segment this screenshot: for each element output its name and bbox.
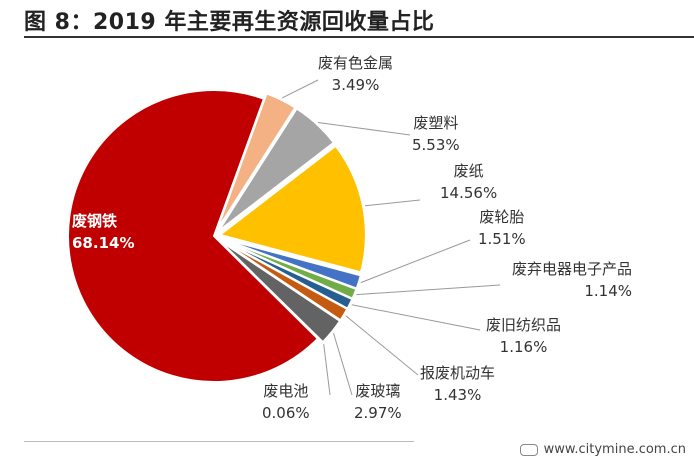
slice-label: 废弃电器电子产品 1.14%: [512, 258, 632, 302]
slice-name: 废电池: [263, 382, 309, 400]
watermark: www.citymine.com.cn: [519, 442, 686, 457]
leader-line-9: [323, 344, 331, 396]
slice-value: 3.49%: [331, 76, 380, 94]
slice-value: 5.53%: [412, 136, 460, 154]
slice-label: 废电池 0.06%: [262, 380, 310, 424]
slice-label: 废钢铁 68.14%: [72, 210, 134, 254]
slice-label: 废纸 14.56%: [440, 160, 497, 204]
slice-value: 1.14%: [584, 282, 633, 300]
pie-slice-2: [217, 107, 336, 233]
slice-name: 废钢铁: [72, 212, 118, 230]
slice-value: 1.16%: [499, 338, 548, 356]
bottom-divider: [24, 441, 414, 442]
slice-value: 14.56%: [440, 184, 498, 202]
slice-name: 废玻璃: [355, 382, 401, 400]
slice-name: 废轮胎: [479, 208, 525, 226]
watermark-text: www.citymine.com.cn: [543, 442, 686, 457]
slice-value: 1.43%: [433, 386, 482, 404]
slice-label: 废玻璃 2.97%: [354, 380, 402, 424]
leader-line-5: [356, 284, 501, 296]
pie-slice-10: [67, 89, 320, 383]
leader-line-7: [345, 315, 419, 376]
slice-label: 报废机动车 1.43%: [420, 362, 495, 406]
pie-slice-3: [217, 144, 367, 274]
slice-name: 废有色金属: [318, 54, 394, 72]
pie-slice-1: [215, 92, 297, 232]
logo-icon: [519, 443, 538, 456]
slice-label: 废轮胎 1.51%: [478, 206, 526, 250]
leader-line-1: [281, 79, 319, 99]
slice-value: 0.06%: [262, 404, 310, 422]
slice-value: 2.97%: [354, 404, 402, 422]
slice-label: 废旧纺织品 1.16%: [486, 314, 561, 358]
slice-name: 废弃电器电子产品: [512, 260, 633, 278]
chart-title: 图 8：2019 年主要再生资源回收量占比: [24, 10, 435, 35]
slice-name: 废旧纺织品: [486, 316, 562, 334]
slice-value: 68.14%: [72, 234, 135, 252]
leader-line-8: [333, 332, 353, 396]
title-divider: [24, 36, 694, 38]
leader-line-4: [360, 239, 471, 284]
slice-name: 废纸: [453, 162, 484, 180]
leader-line-2: [318, 122, 411, 136]
leader-line-3: [364, 199, 421, 207]
slice-label: 废塑料 5.53%: [412, 112, 460, 156]
slice-name: 报废机动车: [420, 364, 496, 382]
slice-value: 1.51%: [478, 230, 526, 248]
slice-label: 废有色金属 3.49%: [318, 52, 393, 96]
leader-line-6: [351, 304, 481, 331]
slice-name: 废塑料: [413, 114, 459, 132]
